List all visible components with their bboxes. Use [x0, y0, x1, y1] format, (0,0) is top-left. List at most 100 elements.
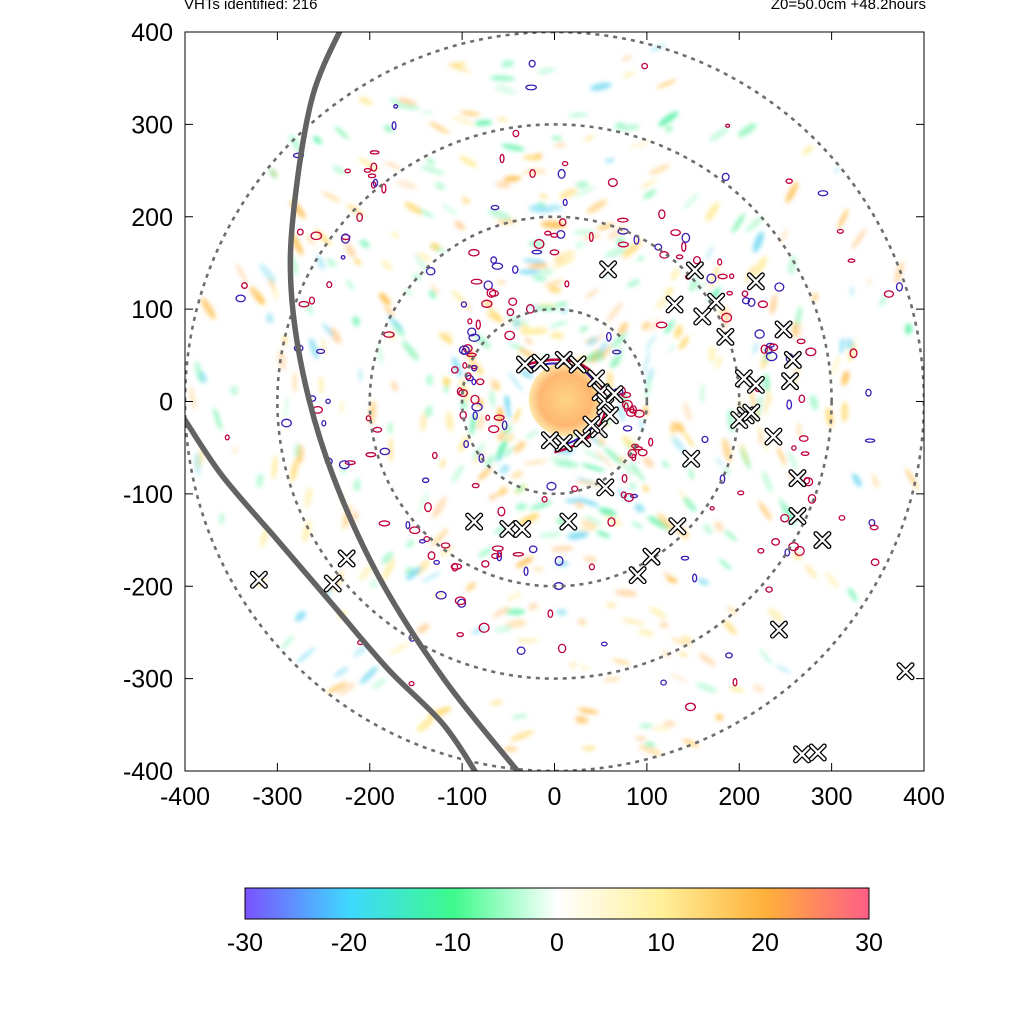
contour-cell	[621, 473, 628, 483]
field-streak	[852, 473, 862, 488]
contour-cell	[798, 394, 806, 404]
vht-marker	[249, 570, 268, 589]
contour-cell	[325, 398, 331, 405]
field-streak	[661, 460, 670, 469]
field-streak	[421, 571, 442, 583]
field-streak	[574, 501, 585, 508]
vht-marker	[499, 519, 518, 538]
field-streak	[643, 189, 657, 200]
field-streak	[496, 219, 517, 224]
range-ring	[368, 215, 741, 588]
field-streak	[785, 181, 799, 204]
field-streak	[634, 503, 645, 513]
field-streak	[531, 567, 545, 572]
contour-cell	[633, 409, 645, 418]
contour-cell	[691, 573, 698, 583]
field-streak	[670, 268, 680, 281]
field-streak	[616, 347, 624, 358]
field-streak	[499, 464, 510, 474]
field-streak	[567, 531, 589, 540]
contour-cell	[490, 256, 498, 264]
contour-cell	[627, 448, 637, 459]
field-streak	[232, 446, 238, 455]
field-streak	[839, 337, 845, 354]
range-ring	[460, 307, 649, 496]
contour-cell	[340, 233, 351, 244]
y-tick-label: 400	[131, 19, 173, 47]
field-streak	[517, 513, 540, 526]
field-streak	[484, 454, 495, 468]
contour-cell	[807, 493, 817, 504]
contour-cell	[546, 481, 557, 491]
field-streak	[385, 161, 402, 170]
field-streak	[461, 197, 471, 205]
contour-cell	[600, 641, 608, 647]
y-tick-label: -300	[123, 666, 173, 694]
field-streak	[678, 651, 688, 657]
field-streak	[512, 319, 521, 328]
field-streak	[679, 535, 690, 542]
field-streak	[322, 322, 334, 337]
field-streak	[489, 377, 498, 390]
colorbar-tick-label: -20	[331, 929, 367, 957]
field-streak	[513, 407, 522, 423]
contour-cell	[486, 288, 497, 298]
field-streak	[636, 255, 645, 262]
field-streak	[511, 714, 528, 719]
field-streak	[635, 736, 647, 741]
field-streak	[671, 436, 686, 453]
field-streak	[352, 510, 359, 522]
field-streak	[559, 188, 578, 199]
vht-marker	[573, 429, 592, 448]
y-tick-label: 300	[131, 111, 173, 139]
field-streak	[603, 677, 621, 682]
field-streak	[549, 320, 568, 328]
field-streak	[524, 430, 539, 440]
field-streak	[277, 350, 286, 371]
field-streak	[402, 340, 419, 361]
field-streak	[326, 258, 337, 268]
contour-cell	[491, 545, 504, 552]
vht-marker	[793, 745, 812, 764]
field-streak	[682, 430, 695, 448]
field-streak	[434, 182, 446, 190]
field-streak	[548, 286, 562, 294]
field-streak	[758, 501, 772, 521]
simulation-info-label: Z0=50.0cm +48.2hours	[770, 0, 926, 13]
contour-cell	[344, 168, 351, 174]
field-streak	[728, 686, 745, 693]
contour-cell	[796, 338, 806, 345]
contour-cell	[869, 524, 879, 531]
field-streak	[750, 388, 756, 411]
field-streak	[303, 486, 313, 508]
contour-cell	[408, 680, 415, 687]
field-streak	[428, 121, 450, 135]
contour-cell	[475, 319, 481, 330]
field-streak	[506, 592, 523, 602]
field-streak	[758, 648, 773, 665]
contour-cell	[655, 321, 668, 329]
field-streak	[583, 449, 606, 462]
field-streak	[493, 625, 513, 633]
field-streak	[386, 314, 404, 332]
contour-cell	[620, 491, 627, 499]
field-streak	[339, 399, 344, 414]
colorbar-tick-label: 30	[855, 929, 883, 957]
contour-cell	[497, 506, 506, 517]
field-streak	[575, 715, 589, 724]
field-streak	[431, 496, 447, 519]
field-streak	[682, 402, 692, 422]
field-streak	[540, 220, 567, 229]
field-streak	[740, 442, 749, 466]
contour-cell	[838, 514, 846, 521]
field-streak	[496, 488, 509, 496]
field-streak	[703, 523, 713, 535]
field-streak	[657, 513, 673, 531]
contour-cell	[629, 405, 637, 414]
contour-cell	[409, 526, 421, 535]
contour-cell	[528, 545, 538, 554]
field-streak	[676, 422, 685, 433]
vht-marker	[774, 320, 793, 339]
field-streak	[722, 620, 737, 636]
vertical-velocity-field	[189, 44, 919, 756]
